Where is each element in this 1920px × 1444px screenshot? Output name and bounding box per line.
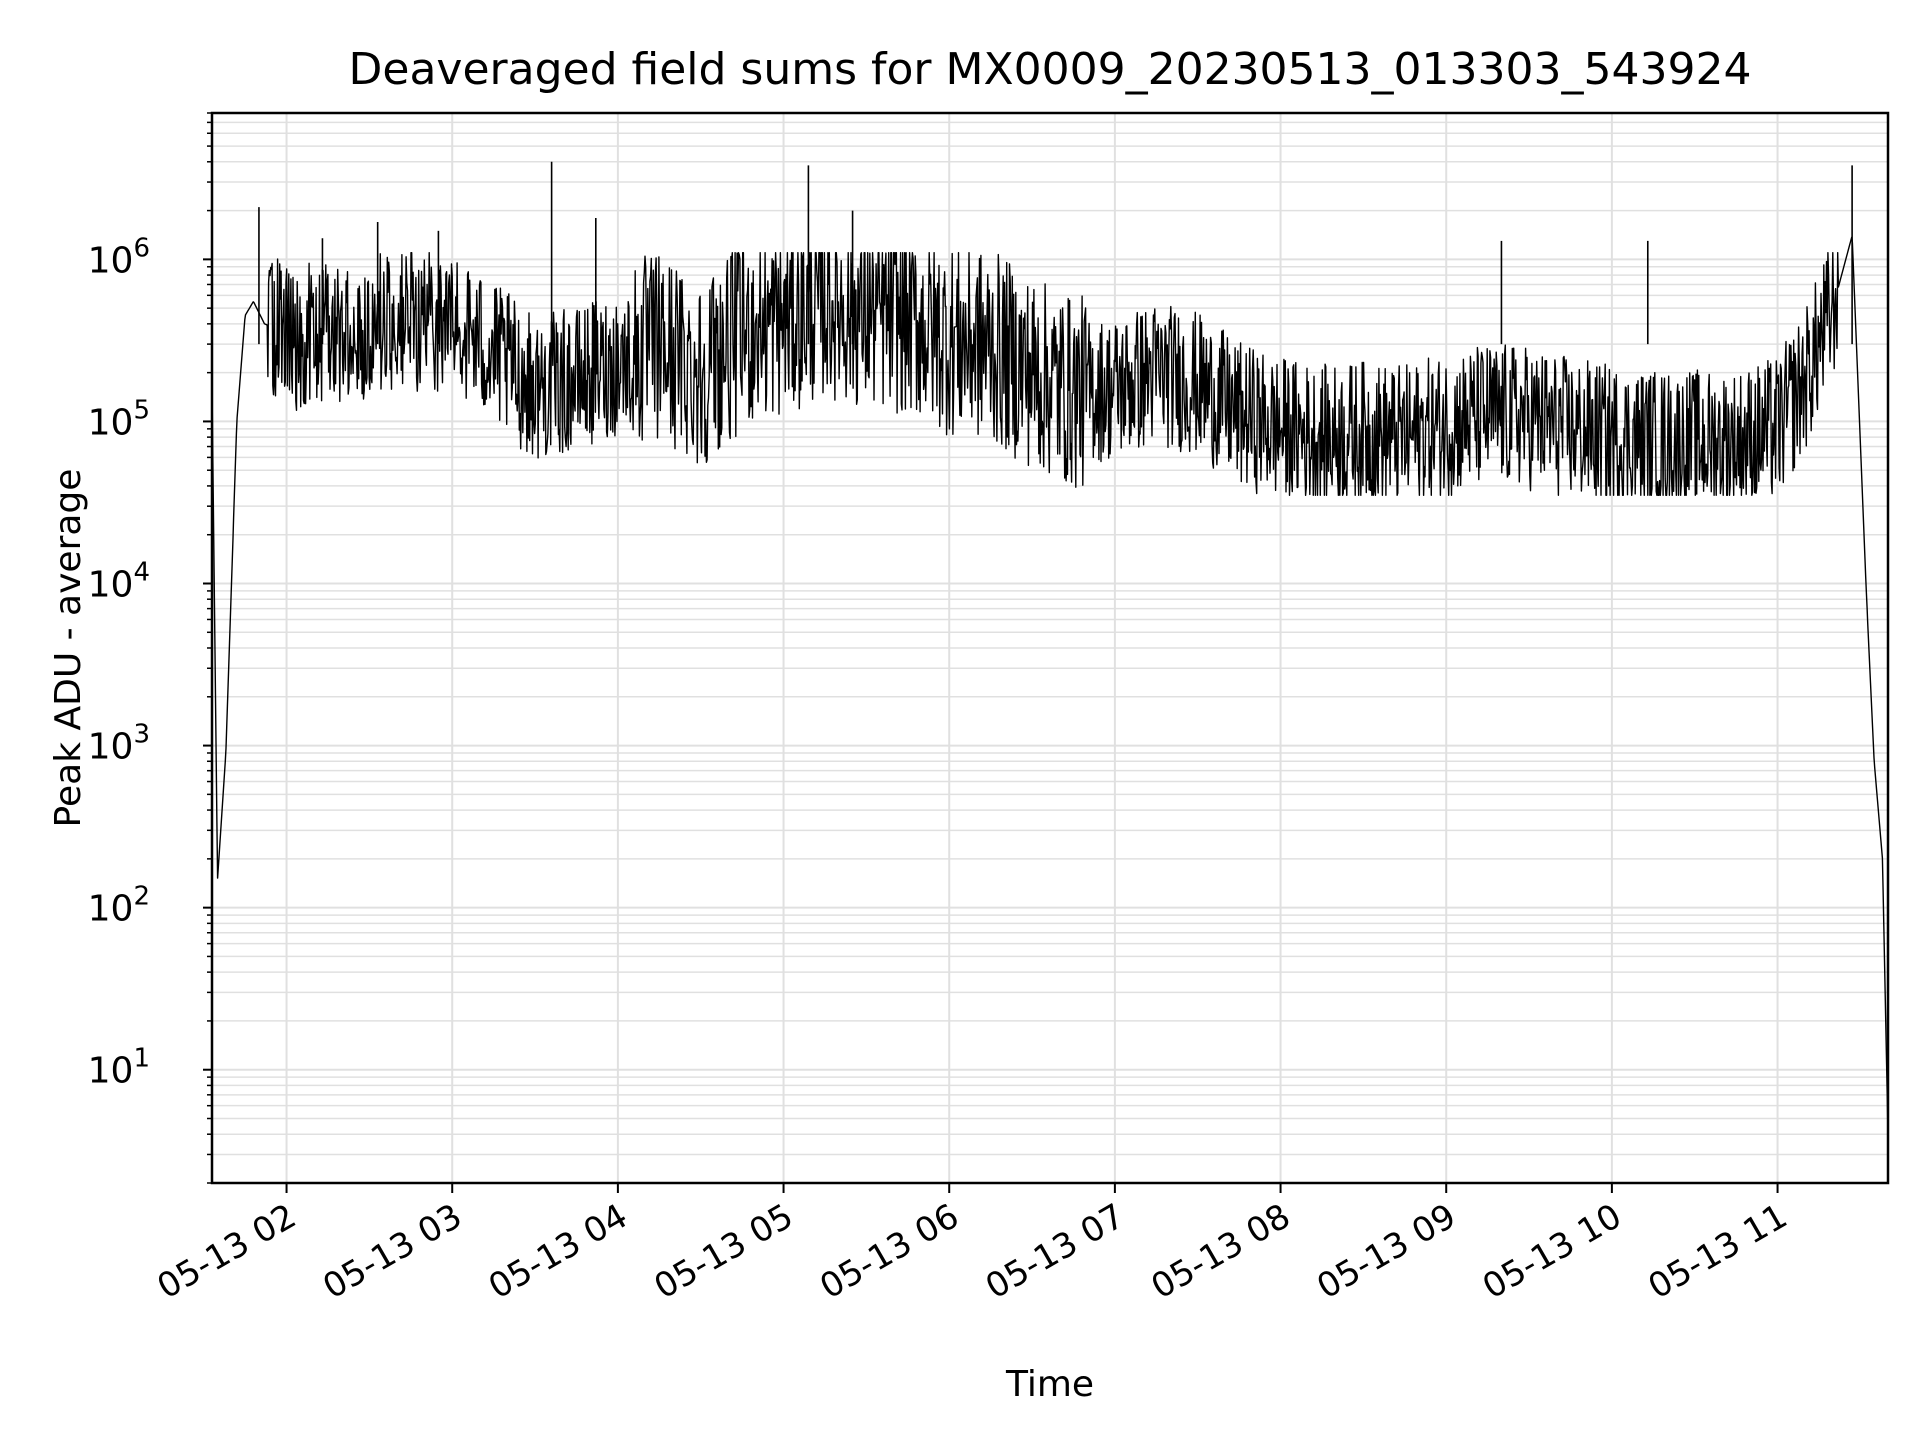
y-tick-exponent: 1 [133, 1044, 150, 1074]
x-axis-label: Time [1005, 1364, 1094, 1405]
y-tick-label: 102 [88, 882, 150, 930]
y-tick-exponent: 5 [133, 395, 150, 425]
chart-title: Deaveraged field sums for MX0009_2023051… [349, 44, 1752, 95]
y-tick-exponent: 3 [133, 720, 150, 750]
series-line [211, 236, 1889, 1135]
y-tick-exponent: 6 [133, 233, 150, 263]
series-layer [211, 161, 1889, 1135]
y-axis-label: Peak ADU - average [48, 469, 89, 828]
y-tick-exponent: 4 [133, 558, 150, 588]
y-tick-exponent: 2 [133, 882, 150, 912]
